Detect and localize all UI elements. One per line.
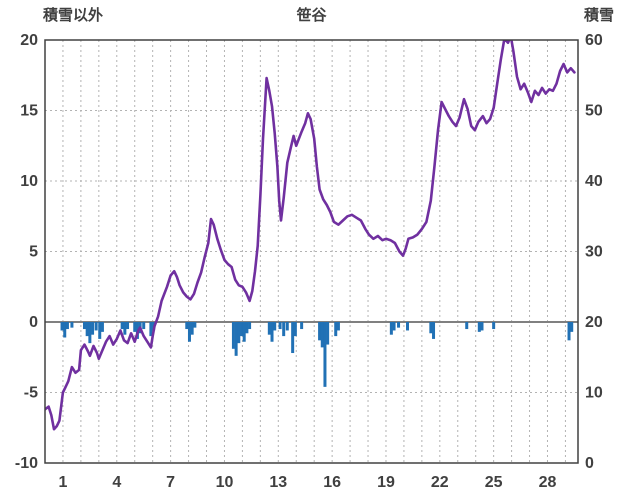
right-tick-label: 20 (585, 314, 603, 331)
left-tick-label: -10 (15, 455, 38, 472)
left-tick-label: 10 (20, 173, 38, 190)
right-tick-label: 60 (585, 32, 603, 49)
left-axis-ticks: -10 -5 0 5 10 15 20 (15, 32, 38, 472)
x-tick-label: 16 (323, 474, 341, 491)
chart-title: 笹谷 (296, 7, 327, 24)
left-tick-label: 0 (29, 314, 38, 331)
x-axis-ticks: 1 4 7 10 13 16 19 22 25 28 (58, 474, 556, 491)
x-tick-label: 25 (485, 474, 503, 491)
right-tick-label: 50 (585, 103, 603, 120)
x-tick-label: 19 (377, 474, 395, 491)
right-axis-title: 積雪 (583, 7, 614, 24)
left-tick-label: 5 (29, 244, 38, 261)
left-axis-title: 積雪以外 (43, 7, 104, 24)
x-tick-label: 10 (216, 474, 234, 491)
left-tick-label: -5 (24, 385, 38, 402)
horizontal-gridlines (45, 110, 578, 393)
right-tick-label: 30 (585, 244, 603, 261)
x-tick-label: 13 (269, 474, 287, 491)
right-tick-label: 40 (585, 173, 603, 190)
left-tick-label: 15 (20, 103, 38, 120)
x-tick-label: 28 (539, 474, 557, 491)
x-tick-label: 22 (431, 474, 449, 491)
left-tick-label: 20 (20, 32, 38, 49)
plot-frame (44, 39, 579, 464)
temp-line (45, 40, 576, 431)
right-tick-label: 0 (585, 455, 594, 472)
x-tick-label: 4 (112, 474, 121, 491)
x-tick-label: 7 (166, 474, 175, 491)
right-axis-ticks: 0 10 20 30 40 50 60 (585, 32, 603, 472)
x-tick-label: 1 (58, 474, 67, 491)
right-tick-label: 10 (585, 385, 603, 402)
